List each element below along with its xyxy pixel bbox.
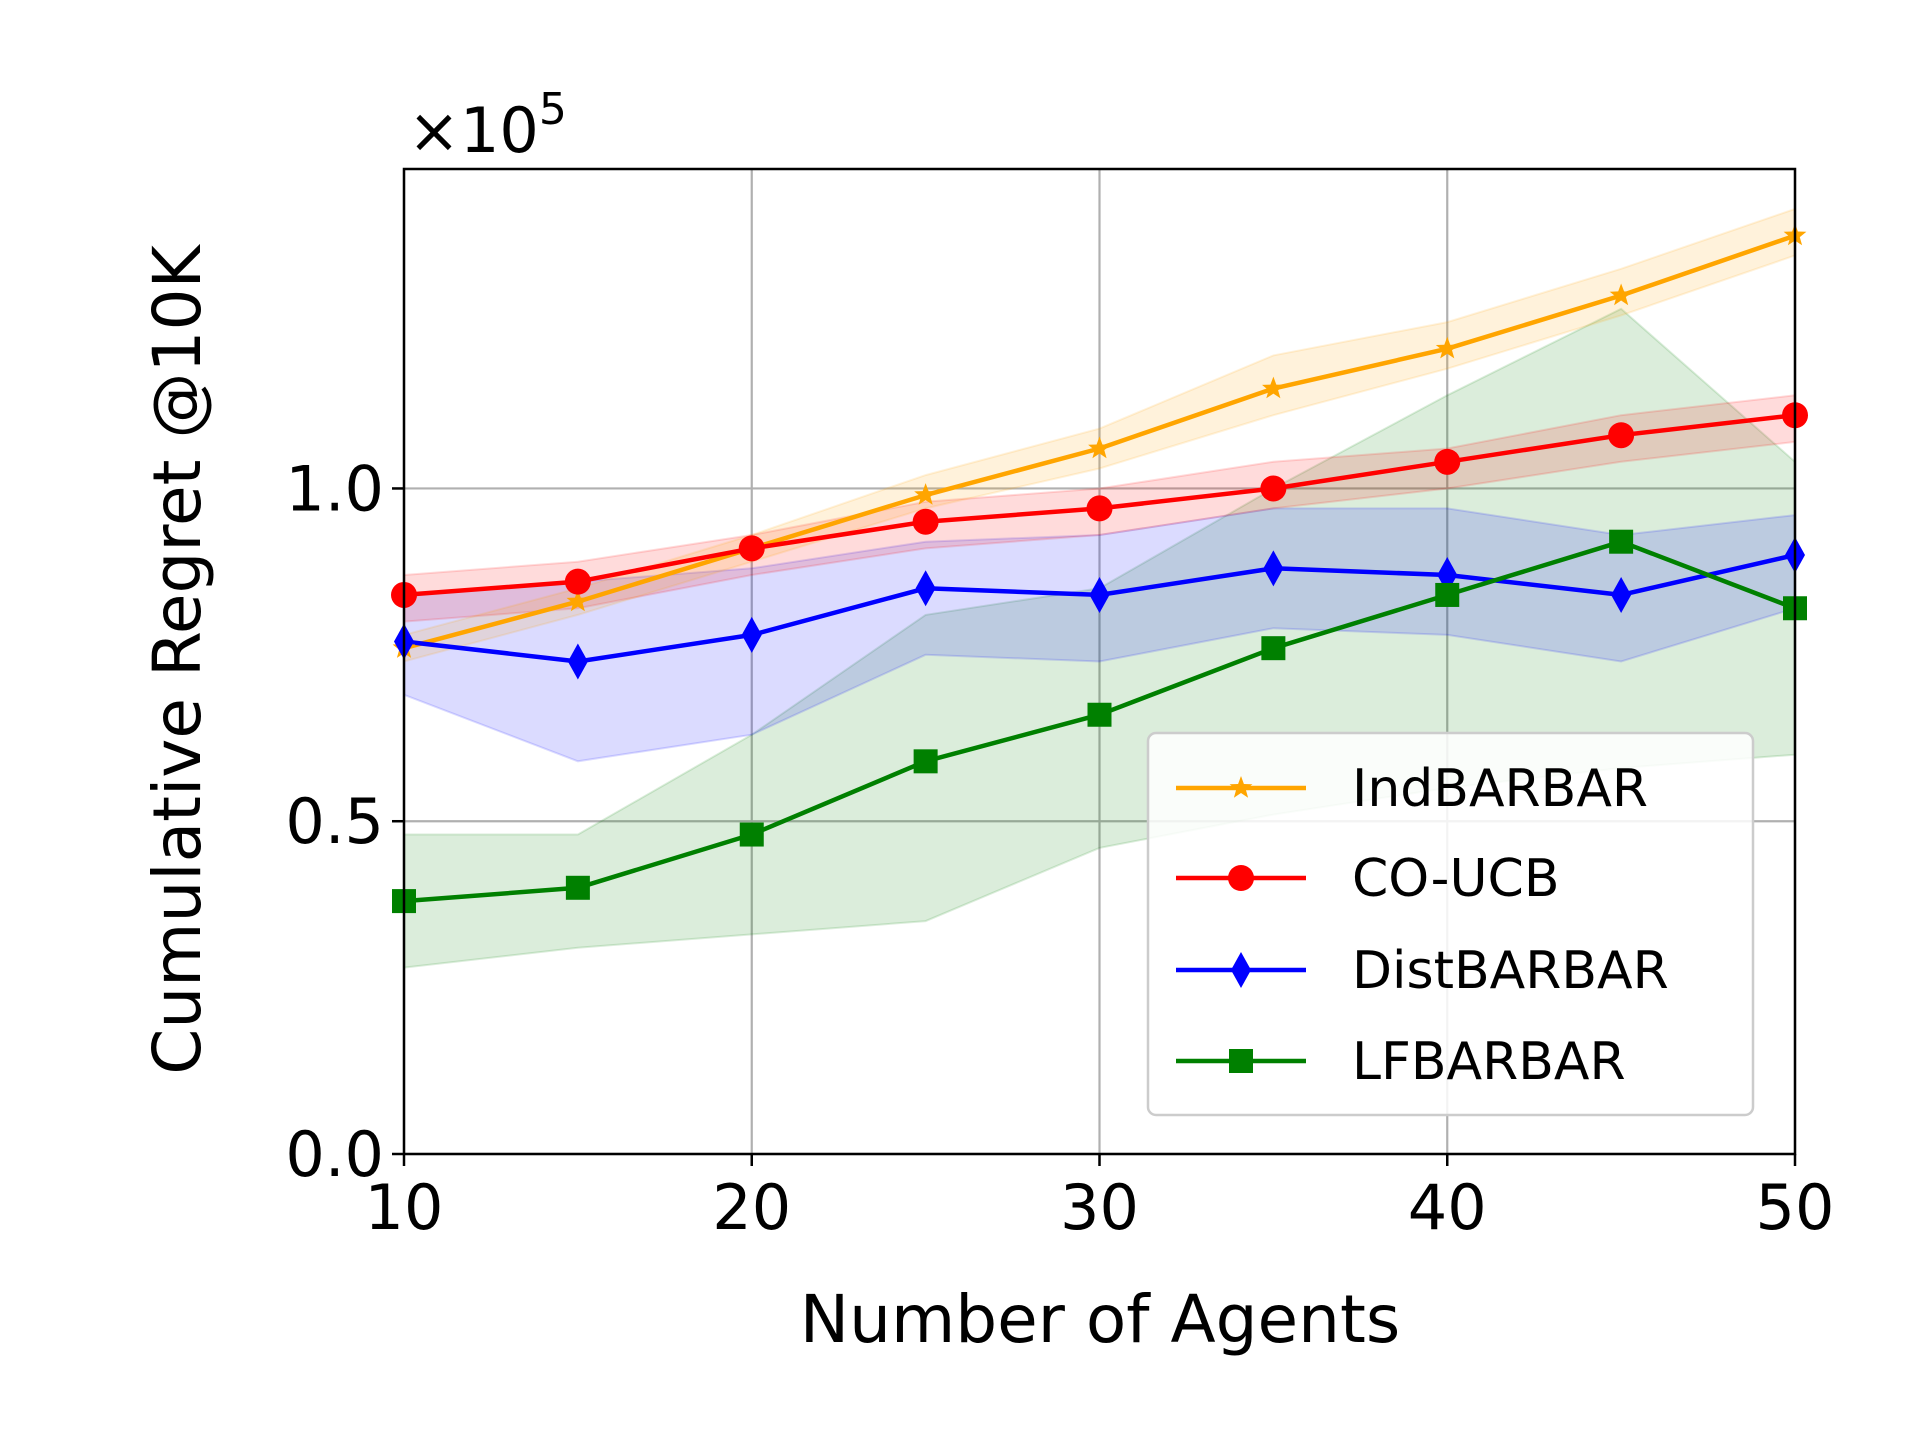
point-lfbarbar <box>565 875 590 900</box>
y-multiplier-exponent: 5 <box>539 84 567 135</box>
legend-label-co-ucb: CO-UCB <box>1352 849 1560 909</box>
point-lfbarbar <box>913 749 938 774</box>
legend-marker-indbarbar <box>1229 776 1253 798</box>
point-lfbarbar <box>1087 702 1112 727</box>
x-tick-label: 30 <box>1060 1171 1139 1244</box>
y-tick-label: 0.0 <box>285 1118 384 1191</box>
point-co-ucb <box>1086 495 1113 522</box>
legend-label-lfbarbar: LFBARBAR <box>1352 1032 1626 1092</box>
point-lfbarbar <box>1609 529 1634 554</box>
x-axis-ticks: 10 20 30 40 50 <box>365 1154 1835 1244</box>
legend: IndBARBAR CO-UCB DistBARBAR LFBARBAR <box>1146 731 1755 1117</box>
x-tick-label: 10 <box>365 1171 444 1244</box>
point-co-ucb <box>564 568 591 595</box>
point-distbarbar <box>915 570 936 607</box>
point-indbarbar <box>566 589 590 612</box>
point-distbarbar <box>1611 576 1632 613</box>
point-co-ucb <box>912 508 939 535</box>
point-distbarbar <box>567 643 588 680</box>
legend-marker-co-ucb <box>1228 865 1254 891</box>
point-distbarbar <box>1263 550 1284 587</box>
point-indbarbar <box>1435 336 1459 359</box>
x-axis-label: Number of Agents <box>800 1281 1400 1358</box>
point-indbarbar <box>1262 376 1285 399</box>
y-axis-ticks: 0.0 0.5 1.0 <box>285 452 404 1191</box>
y-tick-label: 1.0 <box>285 452 384 525</box>
point-indbarbar <box>1609 283 1633 306</box>
point-co-ucb <box>1608 422 1635 449</box>
point-co-ucb <box>1260 475 1287 502</box>
x-tick-label: 40 <box>1408 1171 1487 1244</box>
y-tick-label: 0.5 <box>285 785 384 858</box>
point-indbarbar <box>1088 436 1111 459</box>
legend-label-indbarbar: IndBARBAR <box>1352 759 1648 819</box>
point-indbarbar <box>914 483 937 505</box>
legend-label-distbarbar: DistBARBAR <box>1352 941 1669 1001</box>
point-distbarbar <box>1089 576 1110 613</box>
point-lfbarbar <box>739 822 764 847</box>
y-multiplier-base: ×10 <box>408 94 539 167</box>
x-tick-label: 50 <box>1756 1171 1835 1244</box>
y-axis-label: Cumulative Regret @10K <box>139 244 216 1075</box>
legend-box <box>1146 731 1755 1117</box>
point-lfbarbar <box>1435 582 1460 607</box>
point-co-ucb <box>738 535 765 562</box>
y-axis-multiplier: ×105 <box>408 84 567 167</box>
legend-marker-lfbarbar <box>1229 1049 1253 1073</box>
legend-entries: IndBARBAR CO-UCB DistBARBAR LFBARBAR <box>1176 759 1669 1092</box>
point-co-ucb <box>1434 448 1461 475</box>
legend-marker-distbarbar <box>1231 952 1251 988</box>
point-distbarbar <box>741 616 762 653</box>
point-lfbarbar <box>1261 636 1286 661</box>
x-tick-label: 20 <box>712 1171 791 1244</box>
